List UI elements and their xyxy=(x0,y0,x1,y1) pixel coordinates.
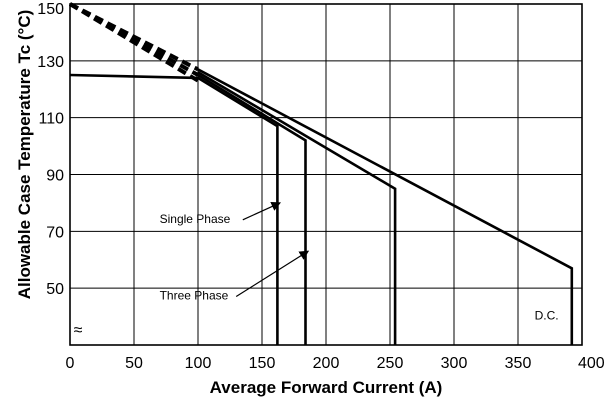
extrapolation-lines xyxy=(68,2,200,83)
annotations: Single Phase Three Phase D.C. xyxy=(160,202,559,322)
extrapolation-line-3 xyxy=(68,2,200,83)
plot-frame xyxy=(69,3,583,346)
x-tick-labels: 0 50 100 150 200 250 300 350 400 xyxy=(66,355,605,372)
series-group xyxy=(69,68,574,345)
y-tick-label-70: 70 xyxy=(46,224,64,241)
x-axis-title: Average Forward Current (A) xyxy=(210,378,443,397)
x-tick-label-350: 350 xyxy=(505,355,532,372)
series-line-1 xyxy=(69,73,279,345)
annotation-arrow-three-phase xyxy=(235,250,310,298)
y-tick-label-130: 130 xyxy=(37,54,64,71)
annotation-three-phase: Three Phase xyxy=(160,289,229,303)
y-tick-label-90: 90 xyxy=(46,168,64,185)
extrapolation-line-2 xyxy=(69,2,199,77)
extrapolation-line-1 xyxy=(69,2,199,72)
annotation-arrow-single-phase xyxy=(242,202,282,221)
axis-break-symbol: ≈ xyxy=(74,322,83,339)
y-tick-label-150: 150 xyxy=(37,1,64,18)
y-tick-label-50: 50 xyxy=(46,281,64,298)
x-tick-label-100: 100 xyxy=(185,355,212,372)
grid xyxy=(70,4,582,345)
annotation-d-c: D.C. xyxy=(535,308,559,322)
x-tick-label-50: 50 xyxy=(125,355,143,372)
y-tick-labels: 50 70 90 110 130 150 xyxy=(37,1,64,298)
x-tick-label-150: 150 xyxy=(249,355,276,372)
y-axis-title: Allowable Case Temperature Tc (°C) xyxy=(15,10,34,300)
y-tick-label-110: 110 xyxy=(38,111,64,128)
x-tick-label-400: 400 xyxy=(578,355,605,372)
x-tick-label-200: 200 xyxy=(313,355,340,372)
series-line-3 xyxy=(197,71,397,345)
x-tick-label-250: 250 xyxy=(377,355,404,372)
series-line-4 xyxy=(197,68,574,345)
annotation-single-phase: Single Phase xyxy=(160,212,231,226)
x-tick-label-300: 300 xyxy=(441,355,468,372)
x-tick-label-0: 0 xyxy=(66,355,75,372)
series-line-2 xyxy=(197,73,307,345)
